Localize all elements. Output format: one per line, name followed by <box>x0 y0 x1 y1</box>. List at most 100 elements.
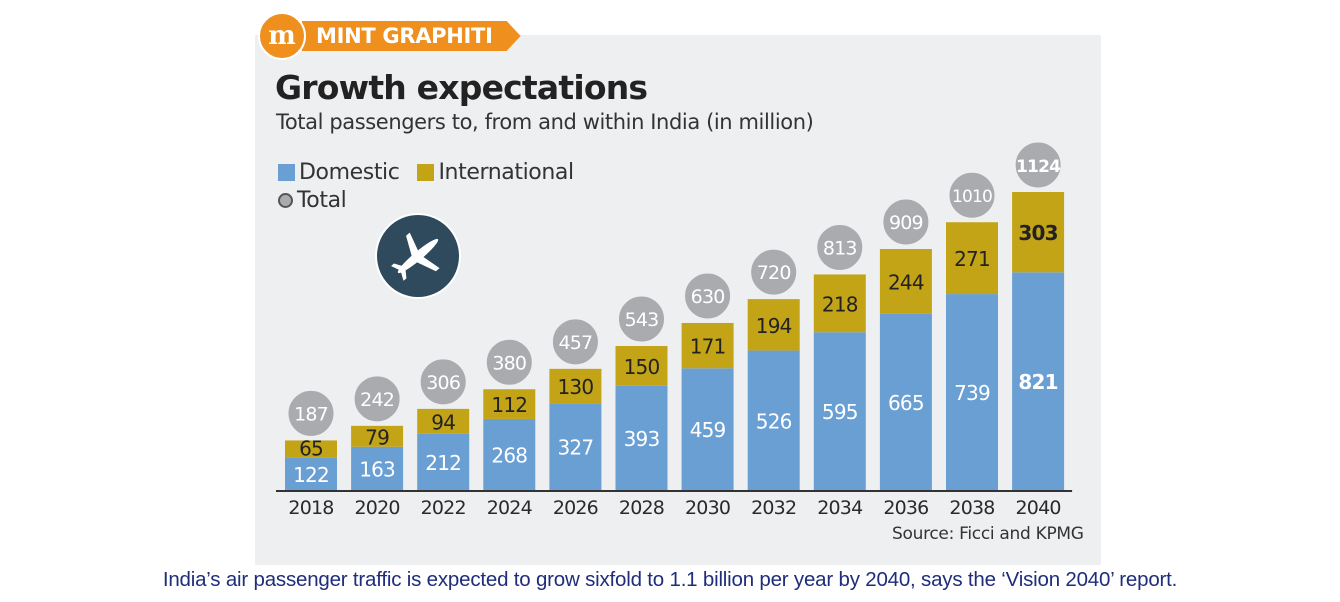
label-domestic-2028: 393 <box>624 427 660 451</box>
label-international-2028: 150 <box>624 355 660 379</box>
label-total-2036: 909 <box>889 212 923 234</box>
bar-domestic-2020 <box>351 446 404 490</box>
bar-international-2026 <box>549 368 602 404</box>
legend-swatch-international <box>417 163 435 181</box>
total-bubble-2022 <box>419 358 467 406</box>
total-bubble-2034 <box>816 223 864 271</box>
label-total-2038: 1010 <box>952 187 992 207</box>
bar-international-2034 <box>813 274 866 333</box>
mint-graphiti-badge: m MINT GRAPHITI <box>258 12 521 60</box>
legend-swatch-domestic <box>278 163 295 181</box>
label-total-2026: 457 <box>558 332 592 354</box>
x-tick-label-2022: 2022 <box>421 497 466 519</box>
caption: India’s air passenger traffic is expecte… <box>162 568 1178 591</box>
airplane-icon <box>377 215 459 297</box>
bar-domestic-2038 <box>946 294 998 490</box>
x-tick-label-2020: 2020 <box>355 497 400 519</box>
label-international-2026: 130 <box>558 375 594 399</box>
chart-title: Growth expectations <box>275 68 648 107</box>
x-tick-label-2030: 2030 <box>685 497 730 519</box>
total-bubble-2020 <box>353 375 401 423</box>
label-domestic-2024: 268 <box>491 443 527 467</box>
legend-label-total: Total <box>297 187 347 213</box>
legend-label-domestic: Domestic <box>299 159 400 185</box>
mint-logo-icon: m <box>258 12 306 60</box>
label-domestic-2026: 327 <box>558 436 594 460</box>
label-total-2024: 380 <box>492 352 526 374</box>
bar-domestic-2018 <box>285 457 337 490</box>
total-bubble-2024 <box>485 338 533 386</box>
bar-international-2038 <box>946 222 998 295</box>
label-domestic-2032: 526 <box>756 409 792 433</box>
bar-domestic-2028 <box>615 385 668 490</box>
bar-international-2032 <box>747 299 800 351</box>
label-total-2030: 630 <box>691 286 725 308</box>
label-total-2034: 813 <box>823 237 857 259</box>
label-international-2022: 94 <box>431 410 455 434</box>
bar-international-2018 <box>285 440 337 458</box>
x-tick-label-2024: 2024 <box>487 497 533 519</box>
total-bubble-2028 <box>618 295 665 343</box>
x-tick-label-2028: 2028 <box>619 497 664 519</box>
label-international-2034: 218 <box>822 292 858 316</box>
bar-domestic-2022 <box>417 433 470 490</box>
label-total-2020: 242 <box>360 389 394 411</box>
label-domestic-2018: 122 <box>293 463 329 487</box>
chart-source: Source: Ficci and KPMG <box>892 524 1084 544</box>
label-domestic-2022: 212 <box>425 451 461 475</box>
bar-international-2030 <box>681 322 734 369</box>
label-domestic-2034: 595 <box>822 400 858 424</box>
bar-international-2028 <box>615 346 668 386</box>
bar-domestic-2024 <box>483 418 536 490</box>
bar-international-2020 <box>351 425 404 447</box>
x-tick-label-2018: 2018 <box>288 497 333 519</box>
x-tick-label-2038: 2038 <box>949 497 994 519</box>
total-bubble-2018 <box>287 389 335 437</box>
label-international-2040: 303 <box>1018 221 1057 245</box>
badge-label: MINT GRAPHITI <box>302 21 521 51</box>
label-total-2040: 1124 <box>1016 157 1061 177</box>
label-international-2024: 112 <box>491 393 527 417</box>
x-tick-label-2034: 2034 <box>817 497 863 519</box>
label-domestic-2040: 821 <box>1018 370 1057 394</box>
label-domestic-2030: 459 <box>690 418 726 442</box>
legend-label-international: International <box>438 159 574 185</box>
label-international-2018: 65 <box>299 437 323 461</box>
label-international-2030: 171 <box>690 335 726 359</box>
bar-international-2036 <box>879 249 932 314</box>
x-tick-label-2026: 2026 <box>553 497 598 519</box>
x-tick-label-2036: 2036 <box>883 497 928 519</box>
total-bubble-2032 <box>750 248 798 296</box>
x-tick-label-2032: 2032 <box>751 497 796 519</box>
label-international-2020: 79 <box>365 425 389 449</box>
label-international-2038: 271 <box>954 247 990 271</box>
label-total-2022: 306 <box>426 372 460 394</box>
label-international-2032: 194 <box>756 314 792 338</box>
bar-domestic-2030 <box>681 368 734 490</box>
legend: Domestic International Total <box>278 158 574 214</box>
label-domestic-2020: 163 <box>359 457 395 481</box>
chart-subtitle: Total passengers to, from and within Ind… <box>276 110 814 134</box>
total-bubble-2040 <box>1014 141 1062 189</box>
bar-domestic-2034 <box>813 332 866 490</box>
bar-domestic-2032 <box>747 350 800 490</box>
total-bubble-2038 <box>948 171 996 219</box>
bar-domestic-2026 <box>549 403 602 490</box>
label-international-2036: 244 <box>888 270 924 294</box>
label-total-2028: 543 <box>625 309 659 331</box>
label-total-2018: 187 <box>294 403 328 425</box>
bar-international-2024 <box>483 389 536 419</box>
bar-domestic-2040 <box>1012 272 1065 490</box>
label-total-2032: 720 <box>757 262 791 284</box>
label-domestic-2036: 665 <box>888 391 924 415</box>
legend-swatch-total <box>278 192 293 208</box>
total-bubble-2036 <box>882 198 930 246</box>
label-domestic-2038: 739 <box>954 381 990 405</box>
bar-international-2040 <box>1012 192 1065 273</box>
bar-international-2022 <box>417 408 470 434</box>
total-bubble-2030 <box>684 272 732 320</box>
bar-domestic-2036 <box>879 313 932 490</box>
total-bubble-2026 <box>551 318 599 366</box>
x-tick-label-2040: 2040 <box>1016 497 1061 519</box>
